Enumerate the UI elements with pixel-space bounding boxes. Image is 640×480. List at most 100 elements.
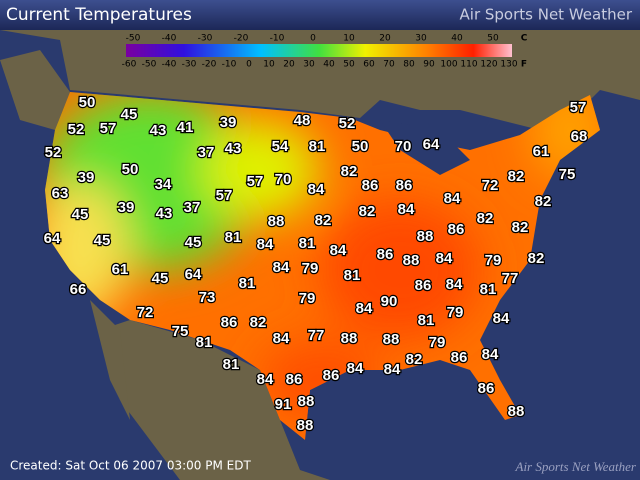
fahrenheit-unit: F (521, 60, 527, 70)
temperature-label: 81 (418, 312, 435, 329)
celsius-label: 50 (487, 34, 499, 44)
temperature-label: 81 (196, 334, 213, 351)
temperature-label: 43 (156, 205, 173, 222)
celsius-label: -10 (270, 34, 285, 44)
temperature-label: 84 (273, 330, 290, 347)
temperature-label: 88 (417, 228, 434, 245)
fahrenheit-label: 0 (246, 60, 252, 70)
fahrenheit-label: -20 (202, 60, 217, 70)
temperature-label: 86 (286, 371, 303, 388)
temperature-label: 66 (70, 281, 87, 298)
temperature-label: 88 (403, 252, 420, 269)
celsius-label: 20 (379, 34, 391, 44)
temperature-label: 84 (347, 360, 364, 377)
temperature-label: 34 (155, 176, 172, 193)
fahrenheit-label: 30 (303, 60, 315, 70)
land-baja (90, 300, 130, 420)
temperature-label: 84 (273, 259, 290, 276)
scale-bar (126, 44, 512, 57)
temperature-label: 84 (257, 371, 274, 388)
temperature-label: 77 (308, 327, 325, 344)
fahrenheit-label: 110 (460, 60, 477, 70)
temperature-label: 79 (429, 334, 446, 351)
temperature-label: 41 (177, 119, 194, 136)
temperature-label: 86 (451, 349, 468, 366)
temperature-label: 45 (121, 106, 138, 123)
temperature-label: 86 (323, 367, 340, 384)
header-bar (0, 0, 640, 30)
temperature-label: 84 (356, 300, 373, 317)
temperature-label: 43 (225, 140, 242, 157)
celsius-label: 0 (310, 34, 316, 44)
temperature-label: 91 (275, 396, 292, 413)
fahrenheit-label: 80 (403, 60, 415, 70)
temperature-label: 81 (299, 235, 316, 252)
temperature-label: 88 (341, 330, 358, 347)
fahrenheit-label: 50 (343, 60, 355, 70)
celsius-label: 10 (343, 34, 355, 44)
temperature-label: 84 (330, 242, 347, 259)
temperature-label: 82 (315, 212, 332, 229)
temperature-label: 84 (398, 201, 415, 218)
temperature-label: 77 (502, 270, 519, 287)
fahrenheit-label: -50 (142, 60, 157, 70)
fahrenheit-label: 120 (480, 60, 497, 70)
fahrenheit-label: 20 (283, 60, 295, 70)
temperature-label: 90 (381, 293, 398, 310)
temperature-label: 88 (383, 331, 400, 348)
temperature-label: 54 (272, 138, 289, 155)
temperature-label: 72 (482, 177, 499, 194)
temperature-label: 52 (68, 121, 85, 138)
fahrenheit-label: 10 (263, 60, 275, 70)
temperature-label: 79 (447, 304, 464, 321)
temperature-label: 68 (571, 128, 588, 145)
fahrenheit-label: -60 (122, 60, 137, 70)
temperature-label: 61 (112, 261, 129, 278)
temperature-label: 39 (220, 114, 237, 131)
temperature-label: 82 (508, 168, 525, 185)
temperature-label: 84 (446, 276, 463, 293)
temperature-label: 45 (94, 232, 111, 249)
temperature-label: 45 (185, 234, 202, 251)
fahrenheit-label: 70 (383, 60, 395, 70)
temperature-label: 82 (341, 163, 358, 180)
temperature-label: 37 (198, 144, 215, 161)
celsius-label: -20 (234, 34, 249, 44)
temperature-label: 70 (395, 138, 412, 155)
fahrenheit-label: 60 (363, 60, 375, 70)
temperature-label: 61 (533, 143, 550, 160)
temperature-label: 63 (52, 185, 69, 202)
temperature-label: 64 (185, 266, 202, 283)
temperature-label: 79 (302, 260, 319, 277)
temperature-label: 79 (299, 290, 316, 307)
temperature-label: 88 (508, 403, 525, 420)
temperature-label: 84 (493, 310, 510, 327)
temperature-label: 81 (223, 356, 240, 373)
temperature-label: 82 (359, 203, 376, 220)
celsius-label: 30 (415, 34, 427, 44)
temperature-label: 50 (79, 94, 96, 111)
title: Current Temperatures (6, 5, 192, 25)
temperature-label: 88 (297, 417, 314, 434)
celsius-label: -50 (126, 34, 141, 44)
temperature-label: 52 (45, 144, 62, 161)
great-lakes (380, 120, 470, 175)
temperature-label: 57 (570, 99, 587, 116)
temperature-label: 57 (216, 187, 233, 204)
temperature-label: 70 (275, 171, 292, 188)
fahrenheit-label: -30 (182, 60, 197, 70)
temperature-label: 84 (436, 250, 453, 267)
fahrenheit-label: -10 (222, 60, 237, 70)
temperature-label: 45 (72, 206, 89, 223)
temperature-label: 57 (247, 173, 264, 190)
temperature-label: 82 (406, 351, 423, 368)
temperature-label: 84 (308, 181, 325, 198)
temperature-label: 81 (309, 138, 326, 155)
temperature-label: 86 (221, 314, 238, 331)
celsius-unit: C (521, 34, 528, 44)
temperature-label: 86 (396, 177, 413, 194)
watermark: Air Sports Net Weather (515, 459, 637, 474)
temperature-label: 88 (268, 213, 285, 230)
temperature-label: 82 (512, 219, 529, 236)
temperature-label: 82 (477, 210, 494, 227)
